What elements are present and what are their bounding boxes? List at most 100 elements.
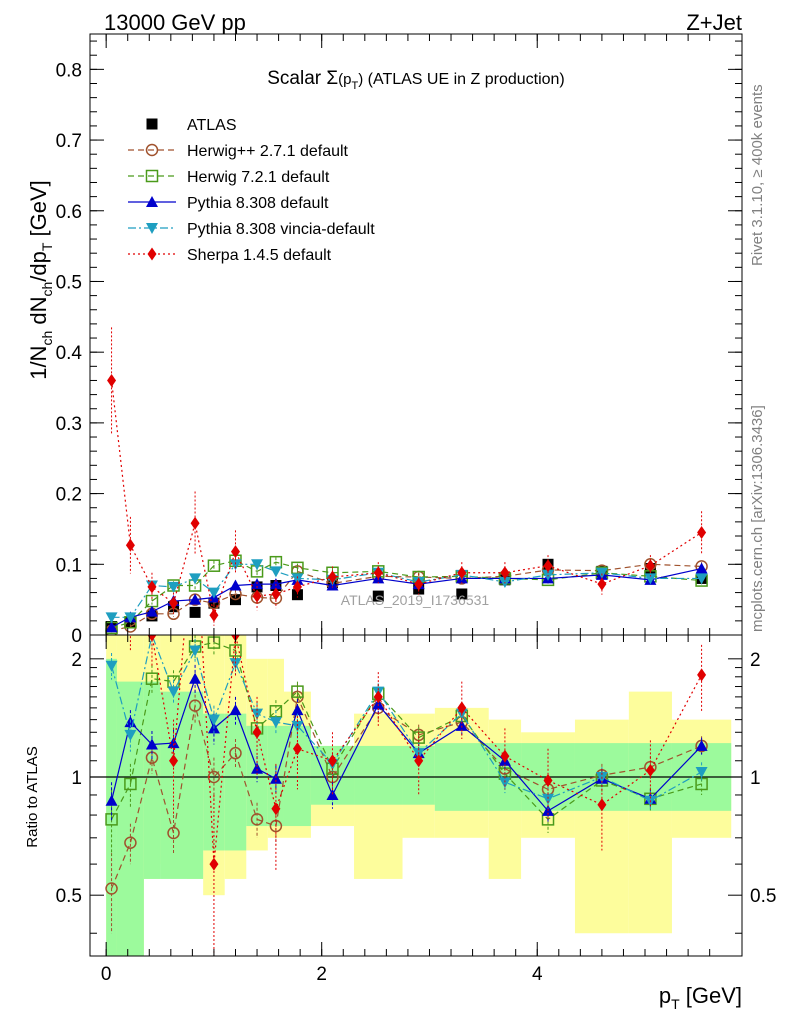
ratio-point-4-8 (271, 802, 281, 816)
ratio-point-3-8 (269, 717, 282, 729)
main-series (105, 327, 708, 635)
series-point-5-17 (645, 559, 655, 573)
series-point-5-15 (543, 559, 553, 573)
ratio-frame (89, 634, 743, 957)
series-line-2 (111, 560, 702, 629)
ratio-point-4-5 (209, 857, 219, 871)
ratio-point-2-18 (695, 739, 708, 751)
series-point-2-5 (207, 559, 221, 572)
series-point-5-9 (292, 580, 302, 594)
xlabel-a-sub: T (671, 996, 680, 1012)
ratio-point-0-3 (167, 826, 180, 840)
axes: 0 0.1 0.2 0.3 0.4 0.5 0.6 0.7 0.8 0.5 0.5 1 1 2 2 0 2 4 (56, 34, 776, 985)
ratio-point-4-11 (373, 690, 383, 704)
series-point-3-0 (105, 621, 118, 633)
series-point-4-1 (124, 612, 137, 624)
ratio-point-4-0 (107, 589, 116, 602)
series-point-5-6 (230, 545, 240, 559)
series-point-4-9 (291, 573, 304, 585)
series-point-5-5 (209, 608, 219, 622)
series-point-5-4 (190, 516, 200, 530)
series-point-5-3 (169, 596, 179, 610)
ratio-point-3-1 (124, 729, 137, 741)
ratio-point-4-7 (252, 725, 262, 739)
series-point-3-18 (695, 562, 708, 574)
ratio-point-2-11 (372, 698, 385, 710)
ratio-band-green-7 (246, 725, 268, 827)
legend-label-1: Herwig++ 2.7.1 default (187, 143, 349, 160)
ylabel-c: /dp (26, 251, 51, 282)
ylabel-d: [GeV] (26, 180, 51, 242)
legend-entry-5: Sherpa 1.4.5 default (128, 247, 332, 264)
legend-marker-2 (145, 169, 159, 183)
ratio-point-2-0 (105, 794, 118, 806)
title-arg-close: ) (358, 71, 363, 88)
ratio-point-4-17 (645, 763, 655, 777)
legend-entry-4: Pythia 8.308 vincia-default (128, 221, 375, 238)
ratio-point-4-13 (457, 701, 467, 715)
xlabel-b: [GeV] (680, 983, 742, 1008)
ytick-label-main-8: 0.8 (56, 60, 82, 81)
ytick-label-ratio-right-1: 1 (750, 768, 761, 789)
ratio-point-1-9 (291, 685, 304, 698)
ytick-label-main-3: 0.3 (56, 414, 82, 435)
mcplots-label: mcplots.cern.ch [arXiv:1306.3436] (749, 405, 766, 632)
xtick-label-0: 0 (101, 964, 112, 985)
ytick-label-ratio-0: 0.5 (56, 886, 82, 907)
ytick-label-main-0: 0 (71, 626, 82, 647)
ratio-point-3-6 (229, 658, 242, 670)
legend-label-3: Pythia 8.308 default (187, 195, 329, 212)
ratio-point-2-6 (229, 704, 242, 716)
legend-marker-4 (146, 223, 158, 234)
legend-entry-0: ATLAS (146, 117, 237, 134)
ratio-point-0-5 (207, 770, 221, 784)
series-point-2-9 (291, 561, 304, 575)
ratio-point-4-15 (543, 773, 553, 787)
ratio-point-2-8 (269, 772, 282, 784)
ratio-point-2-4 (189, 672, 202, 684)
series-point-3-6 (229, 579, 242, 591)
ylabel-a-sub: ch (39, 331, 55, 346)
ratio-point-2-2 (145, 738, 158, 750)
title-suffix: (ATLAS UE in Z production) (363, 71, 565, 88)
ylabel-b-sub: ch (39, 282, 55, 297)
title-sigma: Σ (326, 68, 338, 89)
series-point-3-4 (189, 593, 202, 605)
ratio-point-2-10 (326, 788, 339, 800)
ratio-point-4-3 (169, 754, 179, 768)
ratio-point-3-0 (105, 660, 118, 672)
ratio-point-3-9 (291, 720, 304, 732)
series-point-4-7 (251, 559, 264, 571)
ratio-point-2-7 (251, 762, 264, 774)
ratio-point-3-14 (498, 777, 511, 789)
ratio-point-4-18 (697, 668, 707, 682)
series-point-5-12 (414, 577, 424, 591)
legend-label-4: Pythia 8.308 vincia-default (187, 221, 375, 238)
rivet-label: Rivet 3.1.10, ≥ 400k events (749, 84, 766, 266)
ytick-label-ratio-1: 1 (71, 768, 82, 789)
series-point-4-6 (229, 559, 242, 571)
ratio-band-green-11 (354, 745, 403, 805)
series-point-5-13 (457, 566, 467, 580)
header-left-label: 13000 GeV pp (104, 10, 246, 35)
legend-marker-5 (147, 247, 157, 261)
series-point-4-18 (695, 573, 708, 585)
legend-marker-0 (146, 118, 158, 130)
header-right-label: Z+Jet (686, 10, 742, 35)
ratio-point-4-14 (500, 749, 510, 763)
series-point-5-1 (125, 538, 135, 552)
ratio-point-2-3 (167, 737, 180, 749)
series-point-5-8 (271, 587, 281, 601)
ratio-point-0-7 (250, 813, 264, 826)
series-point-0-13 (456, 588, 468, 600)
series-point-4-8 (269, 566, 282, 578)
title-prefix: Scalar (267, 68, 326, 89)
series-point-5-10 (327, 570, 337, 584)
series-point-4-16 (595, 567, 608, 579)
ratio-point-0-1 (124, 836, 137, 850)
series-point-4-5 (207, 587, 220, 599)
ytick-label-main-7: 0.7 (56, 131, 82, 152)
legend-entry-3: Pythia 8.308 default (128, 195, 329, 212)
legend-marker-3 (146, 196, 158, 207)
legend-entry-1: Herwig++ 2.7.1 default (128, 143, 349, 160)
